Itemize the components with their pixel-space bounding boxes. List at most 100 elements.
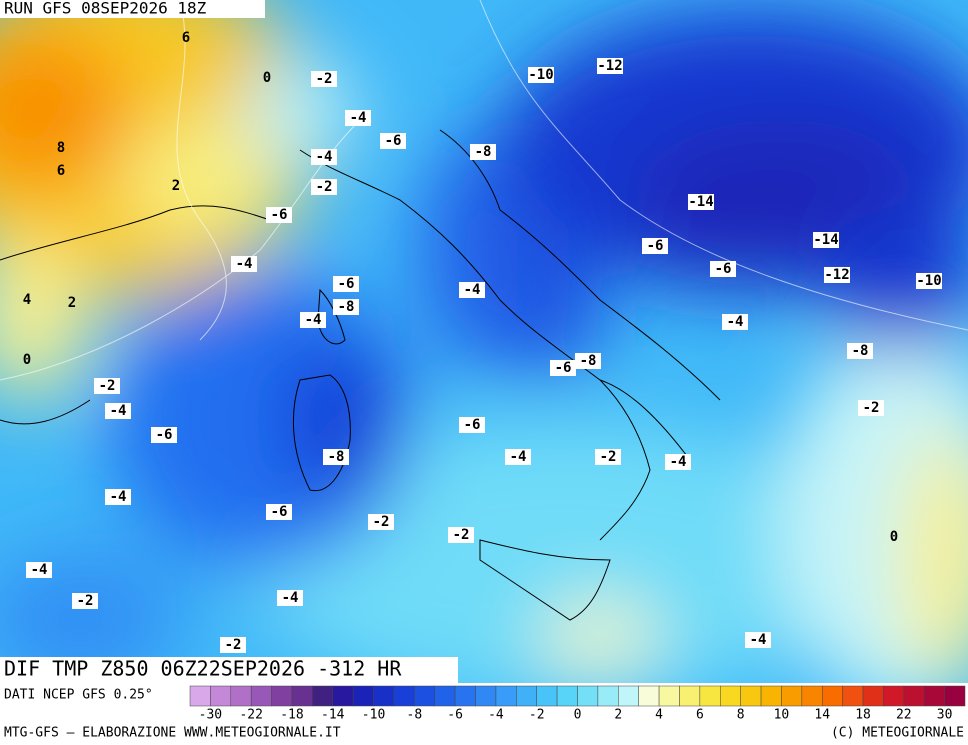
label-box — [916, 273, 942, 289]
color-swatch — [271, 685, 293, 707]
contour-label: -4 — [110, 489, 127, 505]
label-box — [550, 360, 576, 376]
label-box — [459, 282, 485, 298]
colorbar-tick-label: -8 — [407, 708, 423, 723]
contour-label: -2 — [453, 527, 470, 543]
product-box — [0, 657, 458, 683]
label-box — [745, 632, 771, 648]
colorbar: -30 -22 -18 -14 -10 -8 -6 -4 -2 0 2 4 6 8 10 14 18 22 30 — [189, 685, 966, 723]
label-box — [824, 267, 850, 283]
label-box — [595, 449, 621, 465]
contour-label: 8 — [57, 140, 65, 156]
label-box — [323, 449, 349, 465]
contour-label: -6 — [271, 207, 288, 223]
header-box — [0, 0, 265, 18]
colorbar-tick-label: -2 — [529, 708, 545, 723]
color-swatch — [903, 685, 925, 707]
colorbar-tick-label: 18 — [855, 708, 871, 723]
label-box — [231, 256, 257, 272]
contour-label: -4 — [282, 590, 299, 606]
color-swatch — [923, 685, 945, 707]
contour-label: -10 — [916, 273, 941, 289]
contour-label: 6 — [57, 163, 65, 179]
product-label: DIF TMP Z850 06Z22SEP2026 -312 HR — [4, 657, 402, 681]
label-box — [333, 299, 359, 315]
contour-label: -14 — [688, 194, 713, 210]
color-swatch — [699, 685, 721, 707]
temperature-field — [0, 0, 968, 683]
label-box — [380, 133, 406, 149]
contour-label: -2 — [600, 449, 617, 465]
color-swatch — [475, 685, 497, 707]
contour-label: -4 — [750, 632, 767, 648]
contour-label: -2 — [225, 637, 242, 653]
color-swatch — [250, 685, 272, 707]
color-swatch — [740, 685, 762, 707]
label-box — [266, 207, 292, 223]
source-label: DATI NCEP GFS 0.25° — [4, 688, 153, 703]
contour-label: -4 — [727, 314, 744, 330]
color-swatch — [862, 685, 884, 707]
label-box — [722, 314, 748, 330]
color-swatch — [291, 685, 313, 707]
label-box — [470, 144, 496, 160]
label-box — [575, 353, 601, 369]
contour-label: -2 — [99, 378, 116, 394]
contour-label: -2 — [373, 514, 390, 530]
label-box — [813, 232, 839, 248]
contour-label: -6 — [338, 276, 355, 292]
contour-label: -6 — [715, 261, 732, 277]
colorbar-tick-label: 30 — [937, 708, 953, 723]
contour-label: -12 — [597, 58, 622, 74]
color-swatch — [781, 685, 803, 707]
contour-label: 6 — [182, 30, 190, 46]
color-swatch — [393, 685, 415, 707]
color-swatch — [516, 685, 537, 707]
contour-label: -4 — [316, 149, 333, 165]
label-box — [311, 71, 337, 87]
label-box — [26, 562, 52, 578]
colorbar-tick-label: 2 — [614, 708, 622, 723]
colorbar-tick-label: -18 — [280, 708, 303, 723]
contour-label: 2 — [172, 178, 180, 194]
contour-label: -4 — [350, 110, 367, 126]
colorbar-tick-label: -14 — [321, 708, 345, 723]
color-swatch — [373, 685, 395, 707]
color-swatch — [720, 685, 741, 707]
colorbar-tick-label: 4 — [655, 708, 663, 723]
color-swatch — [638, 685, 660, 707]
contour-label: 4 — [23, 292, 31, 308]
colorbar-tick-label: 6 — [696, 708, 704, 723]
color-swatch — [577, 685, 599, 707]
contour-label: 0 — [23, 352, 31, 368]
colorbar-tick-label: 8 — [737, 708, 745, 723]
color-swatch — [414, 685, 435, 707]
contour-label: -6 — [555, 360, 572, 376]
contour-label: -4 — [510, 449, 527, 465]
contour-label: -8 — [328, 449, 345, 465]
contour-label: -8 — [580, 353, 597, 369]
label-box — [345, 110, 371, 126]
color-swatch — [618, 685, 639, 707]
label-box — [710, 261, 736, 277]
label-box — [459, 417, 485, 433]
colorbar-tick-label: 14 — [814, 708, 830, 723]
label-box — [333, 276, 359, 292]
color-swatch — [597, 685, 619, 707]
contour-label: -14 — [813, 232, 838, 248]
contour-label: -2 — [316, 179, 333, 195]
contour-label: 0 — [890, 529, 898, 545]
credit-label: MTG-GFS – ELABORAZIONE WWW.METEOGIORNALE… — [4, 726, 341, 741]
color-swatch — [883, 685, 905, 707]
color-swatch — [495, 685, 517, 707]
color-swatch — [658, 685, 680, 707]
color-swatch — [332, 685, 354, 707]
label-box — [220, 637, 246, 653]
contour-label: -10 — [528, 67, 553, 83]
colorbar-tick-label: 22 — [896, 708, 912, 723]
color-swatch — [536, 685, 558, 707]
contour-label: -4 — [31, 562, 48, 578]
contour-label: -2 — [863, 400, 880, 416]
contour-label: -6 — [271, 504, 288, 520]
label-box — [105, 403, 131, 419]
